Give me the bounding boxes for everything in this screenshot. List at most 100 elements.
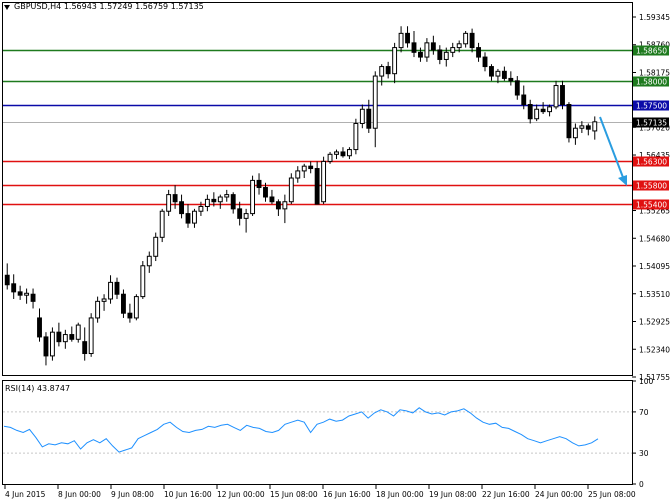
candle-body <box>411 42 417 53</box>
candle <box>521 85 527 110</box>
candle <box>334 149 339 160</box>
candle <box>366 99 372 133</box>
candle <box>204 194 210 212</box>
candle <box>172 185 178 209</box>
candle-body <box>256 179 262 189</box>
candle <box>56 322 62 347</box>
time-tick-label: 18 Jun 00:00 <box>376 490 424 499</box>
candle-body <box>456 43 462 49</box>
candle <box>424 38 430 62</box>
candle <box>489 64 494 81</box>
candle <box>30 288 36 309</box>
candle-body <box>11 283 17 293</box>
candle-body <box>108 281 113 300</box>
candle-body <box>166 194 172 212</box>
candle <box>282 194 288 224</box>
candle-body <box>211 198 217 203</box>
candle <box>237 201 243 226</box>
candle <box>198 201 204 216</box>
candle-body <box>88 317 94 355</box>
price-tick-label: 1.51755 <box>639 373 670 382</box>
candle <box>146 251 152 273</box>
candle <box>482 52 488 72</box>
price-tick-label: 1.52925 <box>639 318 670 327</box>
candle <box>88 313 94 357</box>
candle-body <box>230 194 236 210</box>
ohlc-values: 1.56943 1.57249 1.56759 1.57135 <box>63 2 204 11</box>
candle <box>418 47 423 62</box>
candle <box>495 68 501 84</box>
candle <box>592 116 598 140</box>
rsi-tick-label: 0 <box>639 480 644 489</box>
time-tick-label: 16 Jun 16:00 <box>323 490 371 499</box>
rsi-tick-label: 30 <box>639 449 649 458</box>
candle-body <box>288 177 294 203</box>
candle-body <box>204 198 210 207</box>
candle-body <box>43 336 49 357</box>
time-tick-label: 9 Jun 08:00 <box>111 490 154 499</box>
candle-body <box>482 56 488 68</box>
candle-body <box>321 160 327 203</box>
candle <box>385 61 391 79</box>
candle <box>75 322 81 343</box>
level-5-label: 1.55400 <box>636 201 667 210</box>
level-5-label-bg <box>633 199 669 210</box>
candle <box>405 26 410 48</box>
candle-body <box>372 75 378 129</box>
candle <box>243 208 249 233</box>
candle <box>114 277 120 299</box>
candle <box>43 332 49 366</box>
candle-body <box>282 201 288 210</box>
candle <box>185 204 191 228</box>
candle <box>159 208 165 243</box>
rsi-panel-frame <box>2 380 633 485</box>
candle <box>224 189 230 202</box>
candle <box>62 329 68 349</box>
price-level-labels: 1.58650 1.58000 1.57500 1.56300 1.55800 1.554… <box>633 45 669 210</box>
candle-body <box>534 108 540 120</box>
candle <box>450 42 456 58</box>
price-tick-label: 1.55265 <box>639 207 670 216</box>
time-tick-label: 15 Jun 08:00 <box>270 490 318 499</box>
candle-body <box>179 201 184 215</box>
candle <box>82 327 88 361</box>
candle <box>514 76 520 100</box>
current-price-label: 1.57135 <box>636 119 667 128</box>
candle <box>314 161 320 205</box>
rsi-levels: 100 70 30 0 <box>3 377 654 489</box>
candle-body <box>75 324 81 340</box>
level-1-label: 1.58000 <box>636 78 667 87</box>
candle-body <box>24 292 30 296</box>
candle <box>501 66 507 81</box>
candle-body <box>172 194 178 203</box>
candle <box>547 104 553 117</box>
candle <box>108 275 113 304</box>
candle-body <box>592 121 598 132</box>
candle-body <box>514 80 520 96</box>
rsi-label: RSI(14) 43.8747 <box>5 384 71 393</box>
candle-body <box>334 151 339 155</box>
candle <box>372 71 378 148</box>
dropdown-arrow-icon[interactable] <box>4 5 10 10</box>
candle-body <box>366 108 372 129</box>
candle <box>140 261 146 299</box>
candle-body <box>95 300 101 319</box>
candle-body <box>450 47 456 53</box>
candle-body <box>140 265 146 298</box>
candle-body <box>4 274 10 286</box>
time-tick-label: 8 Jun 00:00 <box>58 490 101 499</box>
rsi-line <box>3 407 599 453</box>
candle-body <box>359 108 365 124</box>
price-tick-label: 1.58175 <box>639 68 670 77</box>
candle <box>166 189 172 216</box>
candle <box>553 80 559 110</box>
candle-body <box>547 106 553 113</box>
level-2-label-bg <box>633 100 669 111</box>
candle <box>288 173 294 205</box>
candle <box>469 28 475 53</box>
symbol-label: GBPUSD,H4 <box>14 2 62 11</box>
time-tick-label: 12 Jun 00:00 <box>217 490 265 499</box>
candle <box>24 288 30 304</box>
candle <box>192 208 197 228</box>
